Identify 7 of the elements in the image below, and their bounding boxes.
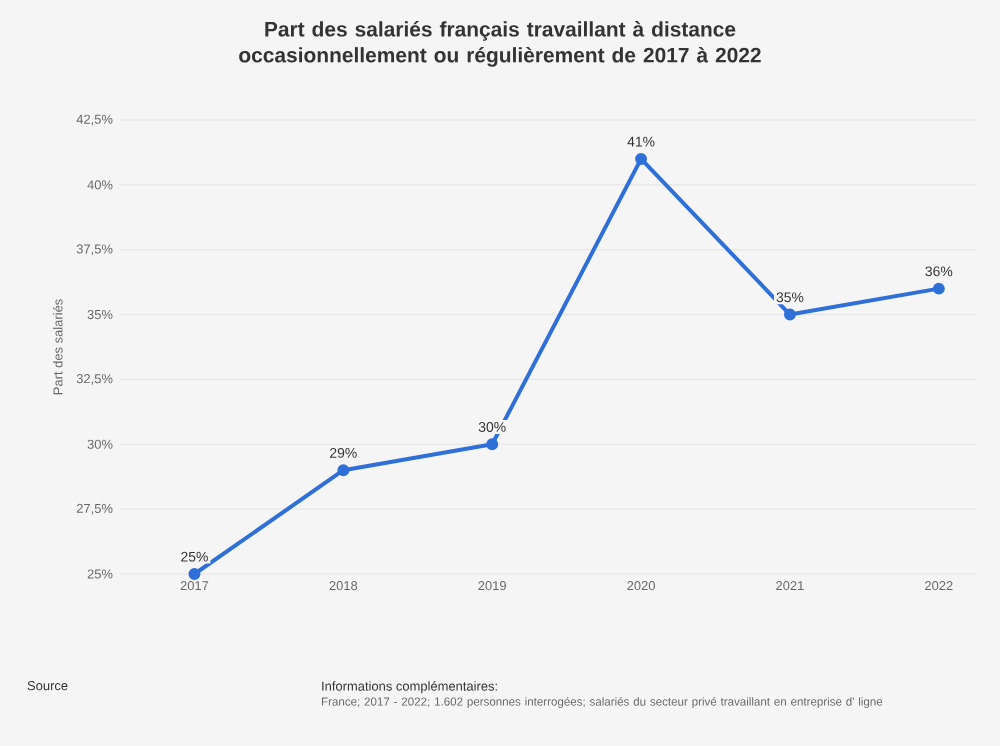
point bbox=[188, 568, 201, 580]
point bbox=[486, 438, 499, 451]
chart-title: Part des salariés français travaillant à distance occasionnellement ou régulièrement de 2017 à 2022 bbox=[239, 21, 761, 67]
point bbox=[932, 282, 945, 295]
point bbox=[337, 464, 350, 477]
point bbox=[635, 152, 648, 165]
point bbox=[783, 308, 796, 321]
